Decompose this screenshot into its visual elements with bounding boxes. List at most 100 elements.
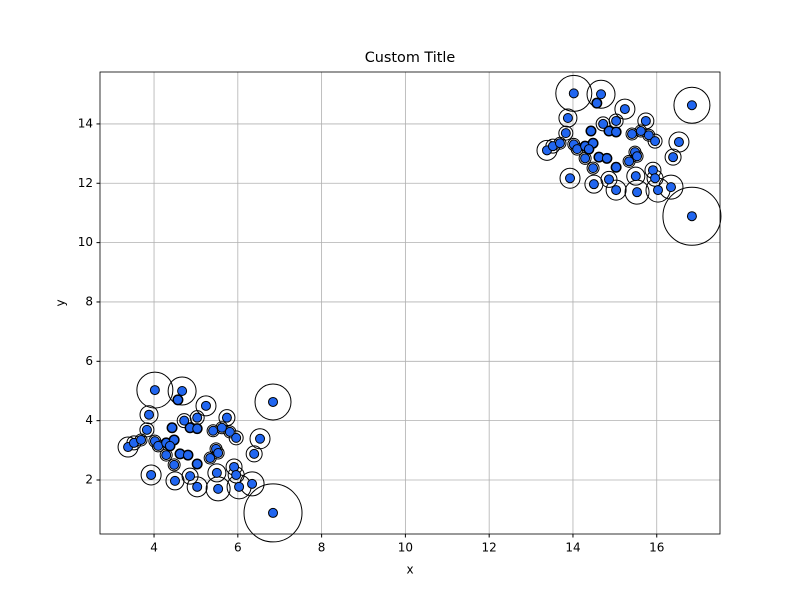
y-tick-label: 10 xyxy=(78,235,93,249)
size-ring xyxy=(637,112,655,130)
point xyxy=(588,163,599,174)
chart-title: Custom Title xyxy=(365,50,456,66)
point xyxy=(136,434,147,445)
size-ring xyxy=(664,148,682,166)
point xyxy=(653,185,663,196)
x-axis-label: x xyxy=(406,563,413,577)
size-ring xyxy=(167,458,181,472)
size-ring xyxy=(647,133,663,149)
point xyxy=(580,153,591,164)
point xyxy=(144,409,155,420)
size-ring xyxy=(207,463,227,483)
point xyxy=(565,173,576,184)
size-ring xyxy=(584,174,604,194)
point xyxy=(179,415,190,426)
point xyxy=(224,426,235,437)
point xyxy=(619,104,630,115)
size-ring xyxy=(626,166,646,186)
point xyxy=(554,138,565,149)
point xyxy=(583,144,594,155)
point xyxy=(192,458,203,469)
y-tick-label: 4 xyxy=(85,413,93,427)
point xyxy=(192,412,203,423)
point xyxy=(635,126,646,137)
point xyxy=(632,187,643,198)
point xyxy=(603,174,614,185)
point xyxy=(686,211,697,222)
size-ring xyxy=(536,139,558,161)
point xyxy=(588,179,599,190)
x-tick-label: 12 xyxy=(482,541,497,555)
size-ring xyxy=(254,383,292,421)
point xyxy=(591,98,602,109)
point xyxy=(161,450,172,461)
y-axis-label: y xyxy=(54,299,68,306)
size-ring xyxy=(558,125,574,141)
point xyxy=(568,88,579,99)
point xyxy=(169,475,180,486)
size-ring xyxy=(586,161,600,175)
y-tick-label: 12 xyxy=(78,176,93,190)
point xyxy=(182,450,193,461)
point xyxy=(141,424,152,435)
size-ring xyxy=(218,409,236,427)
x-tick-label: 6 xyxy=(234,541,242,555)
size-ring xyxy=(243,483,303,543)
point xyxy=(268,396,279,407)
point xyxy=(146,469,157,480)
size-ring xyxy=(195,395,217,417)
point xyxy=(205,453,216,464)
point xyxy=(601,153,612,164)
point xyxy=(268,507,279,518)
point xyxy=(650,173,661,184)
point xyxy=(585,126,596,137)
point xyxy=(211,467,222,478)
point xyxy=(562,112,573,123)
point xyxy=(665,182,676,193)
size-ring xyxy=(228,430,244,446)
y-tick-label: 8 xyxy=(85,294,93,308)
point xyxy=(208,425,219,436)
point xyxy=(630,171,641,182)
size-ring xyxy=(673,86,711,124)
point xyxy=(167,422,178,433)
size-ring xyxy=(245,445,263,463)
point xyxy=(598,118,609,129)
point xyxy=(596,89,607,100)
point xyxy=(668,152,679,163)
x-tick-label: 16 xyxy=(649,541,664,555)
point xyxy=(247,478,258,489)
size-ring xyxy=(176,413,192,429)
point xyxy=(632,151,643,162)
point xyxy=(611,185,622,196)
point xyxy=(177,385,188,396)
size-ring xyxy=(186,476,208,498)
point xyxy=(611,162,622,173)
point xyxy=(216,422,227,433)
point xyxy=(650,136,661,147)
point xyxy=(686,100,697,111)
point xyxy=(164,440,175,451)
x-tick-label: 8 xyxy=(318,541,326,555)
y-tick-label: 14 xyxy=(78,116,93,130)
point xyxy=(185,471,196,482)
point xyxy=(192,423,203,434)
x-tick-label: 10 xyxy=(398,541,413,555)
point xyxy=(213,483,224,494)
point xyxy=(231,469,242,480)
point xyxy=(249,448,260,459)
point xyxy=(200,400,211,411)
point xyxy=(624,156,635,167)
point xyxy=(640,115,651,126)
point xyxy=(560,128,571,139)
size-ring xyxy=(167,376,197,406)
x-tick-label: 4 xyxy=(150,541,158,555)
point xyxy=(172,394,183,405)
size-ring xyxy=(165,471,185,491)
size-ring xyxy=(203,451,217,465)
point xyxy=(192,481,203,492)
size-ring xyxy=(595,116,611,132)
size-ring xyxy=(558,108,578,128)
x-tick-label: 14 xyxy=(565,541,580,555)
